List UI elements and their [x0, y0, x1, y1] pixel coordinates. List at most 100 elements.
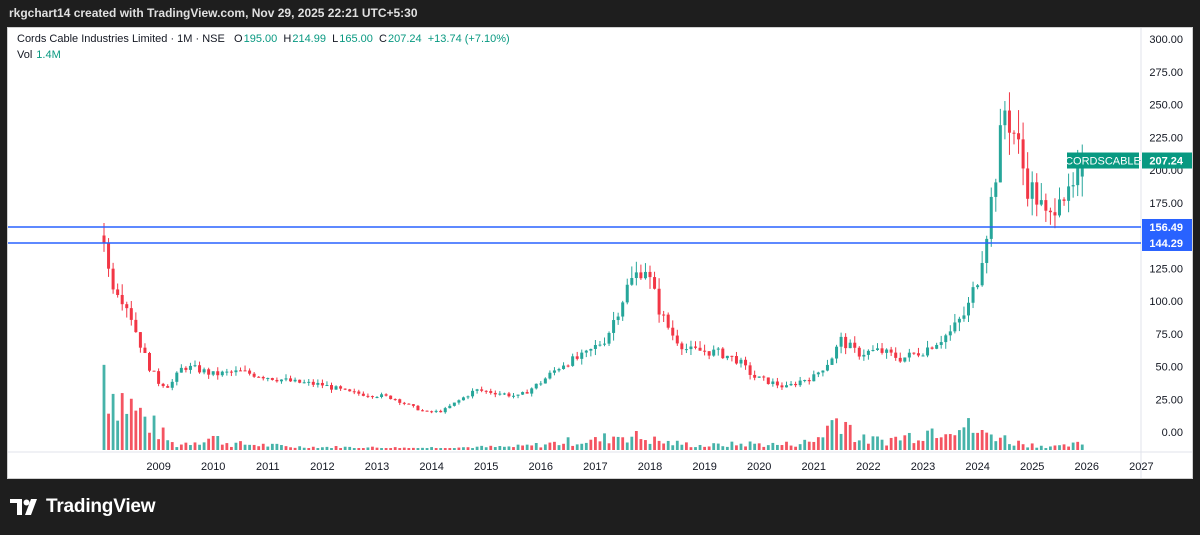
candle-body [188, 365, 192, 370]
volume-bar [139, 407, 142, 450]
candle-body [571, 356, 575, 366]
y-tick-label: 0.00 [1162, 427, 1183, 439]
volume-bar [685, 442, 688, 450]
volume-bar [1080, 444, 1084, 450]
candle-body [794, 383, 798, 386]
candle-body [812, 374, 816, 382]
candle-body [876, 348, 879, 350]
volume-bar [534, 443, 538, 450]
volume-bar [225, 443, 229, 450]
candle-body [967, 302, 970, 316]
candle-body [521, 392, 525, 395]
volume-bar [416, 448, 420, 450]
volume-bar [553, 441, 556, 450]
candle-body [543, 378, 547, 384]
volume-bar [211, 435, 215, 450]
volume-bar [748, 441, 752, 450]
volume-bar [958, 430, 961, 450]
volume-bar [917, 440, 920, 450]
volume-bar [184, 442, 188, 450]
candle-body [957, 318, 961, 323]
candle-body [330, 385, 333, 390]
volume-bar [339, 448, 342, 450]
x-tick-label: 2013 [365, 461, 389, 473]
volume-bar [721, 446, 725, 450]
price-chart[interactable]: 300.00275.00250.00225.00200.00175.00150.… [8, 28, 1193, 479]
support-price-tag [1142, 234, 1192, 251]
volume-bar [516, 444, 520, 450]
volume-bar [448, 448, 452, 450]
volume-bar [1039, 445, 1043, 450]
volume-bar [289, 447, 292, 450]
candle-body [789, 383, 793, 386]
candle-body [507, 393, 511, 397]
candle-body [498, 393, 502, 395]
volume-legend: Vol 1.4M [17, 49, 61, 61]
volume-bar [935, 438, 939, 450]
volume-bar [148, 432, 151, 450]
volume-bar [816, 437, 820, 450]
candle-body [712, 349, 716, 356]
volume-bar [785, 441, 788, 450]
volume-bar [489, 445, 493, 450]
volume-bar [1003, 435, 1007, 450]
volume-bar [903, 435, 907, 450]
candle-body [616, 316, 620, 321]
volume-bar [157, 439, 160, 450]
volume-bar [371, 446, 374, 450]
volume-bar [125, 413, 129, 450]
candle-body [566, 365, 570, 367]
candle-body [1071, 185, 1075, 187]
y-tick-label: 175.00 [1149, 198, 1183, 210]
candle-body [1044, 200, 1048, 211]
candle-body [985, 238, 989, 264]
candle-body [662, 314, 666, 316]
tradingview-brand[interactable]: TradingView [10, 494, 156, 520]
volume-bar [889, 437, 893, 450]
candle-body [1026, 168, 1030, 199]
x-tick-label: 2023 [911, 461, 935, 473]
volume-bar [412, 447, 415, 450]
volume-bar [680, 444, 684, 450]
volume-bar [780, 445, 784, 450]
volume-bar [475, 446, 479, 450]
volume-bar [967, 418, 970, 450]
candle-body [1030, 182, 1034, 199]
candle-body [380, 394, 384, 397]
candle-body [625, 284, 629, 303]
volume-bar [598, 441, 602, 450]
volume-bar [921, 440, 925, 450]
candle-body [898, 357, 902, 362]
volume-bar [202, 442, 206, 450]
volume-bar [753, 443, 757, 450]
candle-body [361, 393, 365, 396]
volume-bar [648, 443, 652, 450]
volume-bar [716, 443, 720, 450]
candle-body [1012, 132, 1016, 134]
candle-body [211, 371, 215, 375]
candle-body [384, 394, 388, 396]
volume-bar [298, 446, 302, 450]
last-price-label: 207.24 [1149, 156, 1184, 168]
volume-bar [630, 436, 634, 450]
candle-body [725, 355, 729, 359]
volume-bar [230, 446, 233, 450]
candle-body [684, 349, 688, 351]
legend-symbol: Cords Cable Industries Limited · 1M · NS… [17, 33, 225, 45]
last-price-tag [1142, 152, 1192, 169]
candle-body [320, 382, 324, 386]
volume-bar [480, 445, 484, 450]
volume-bar [725, 446, 729, 450]
candle-body [971, 287, 975, 303]
candle-body [944, 335, 948, 343]
x-tick-label: 2021 [802, 461, 826, 473]
candle-body [161, 383, 165, 387]
volume-bar [443, 448, 447, 450]
candle-body [775, 381, 779, 386]
chart-panel[interactable]: 300.00275.00250.00225.00200.00175.00150.… [7, 27, 1193, 479]
volume-bar [976, 432, 979, 450]
candle-body [307, 381, 311, 383]
candle-body [593, 345, 597, 349]
candle-body [534, 383, 538, 389]
volume-bar [1044, 448, 1048, 450]
